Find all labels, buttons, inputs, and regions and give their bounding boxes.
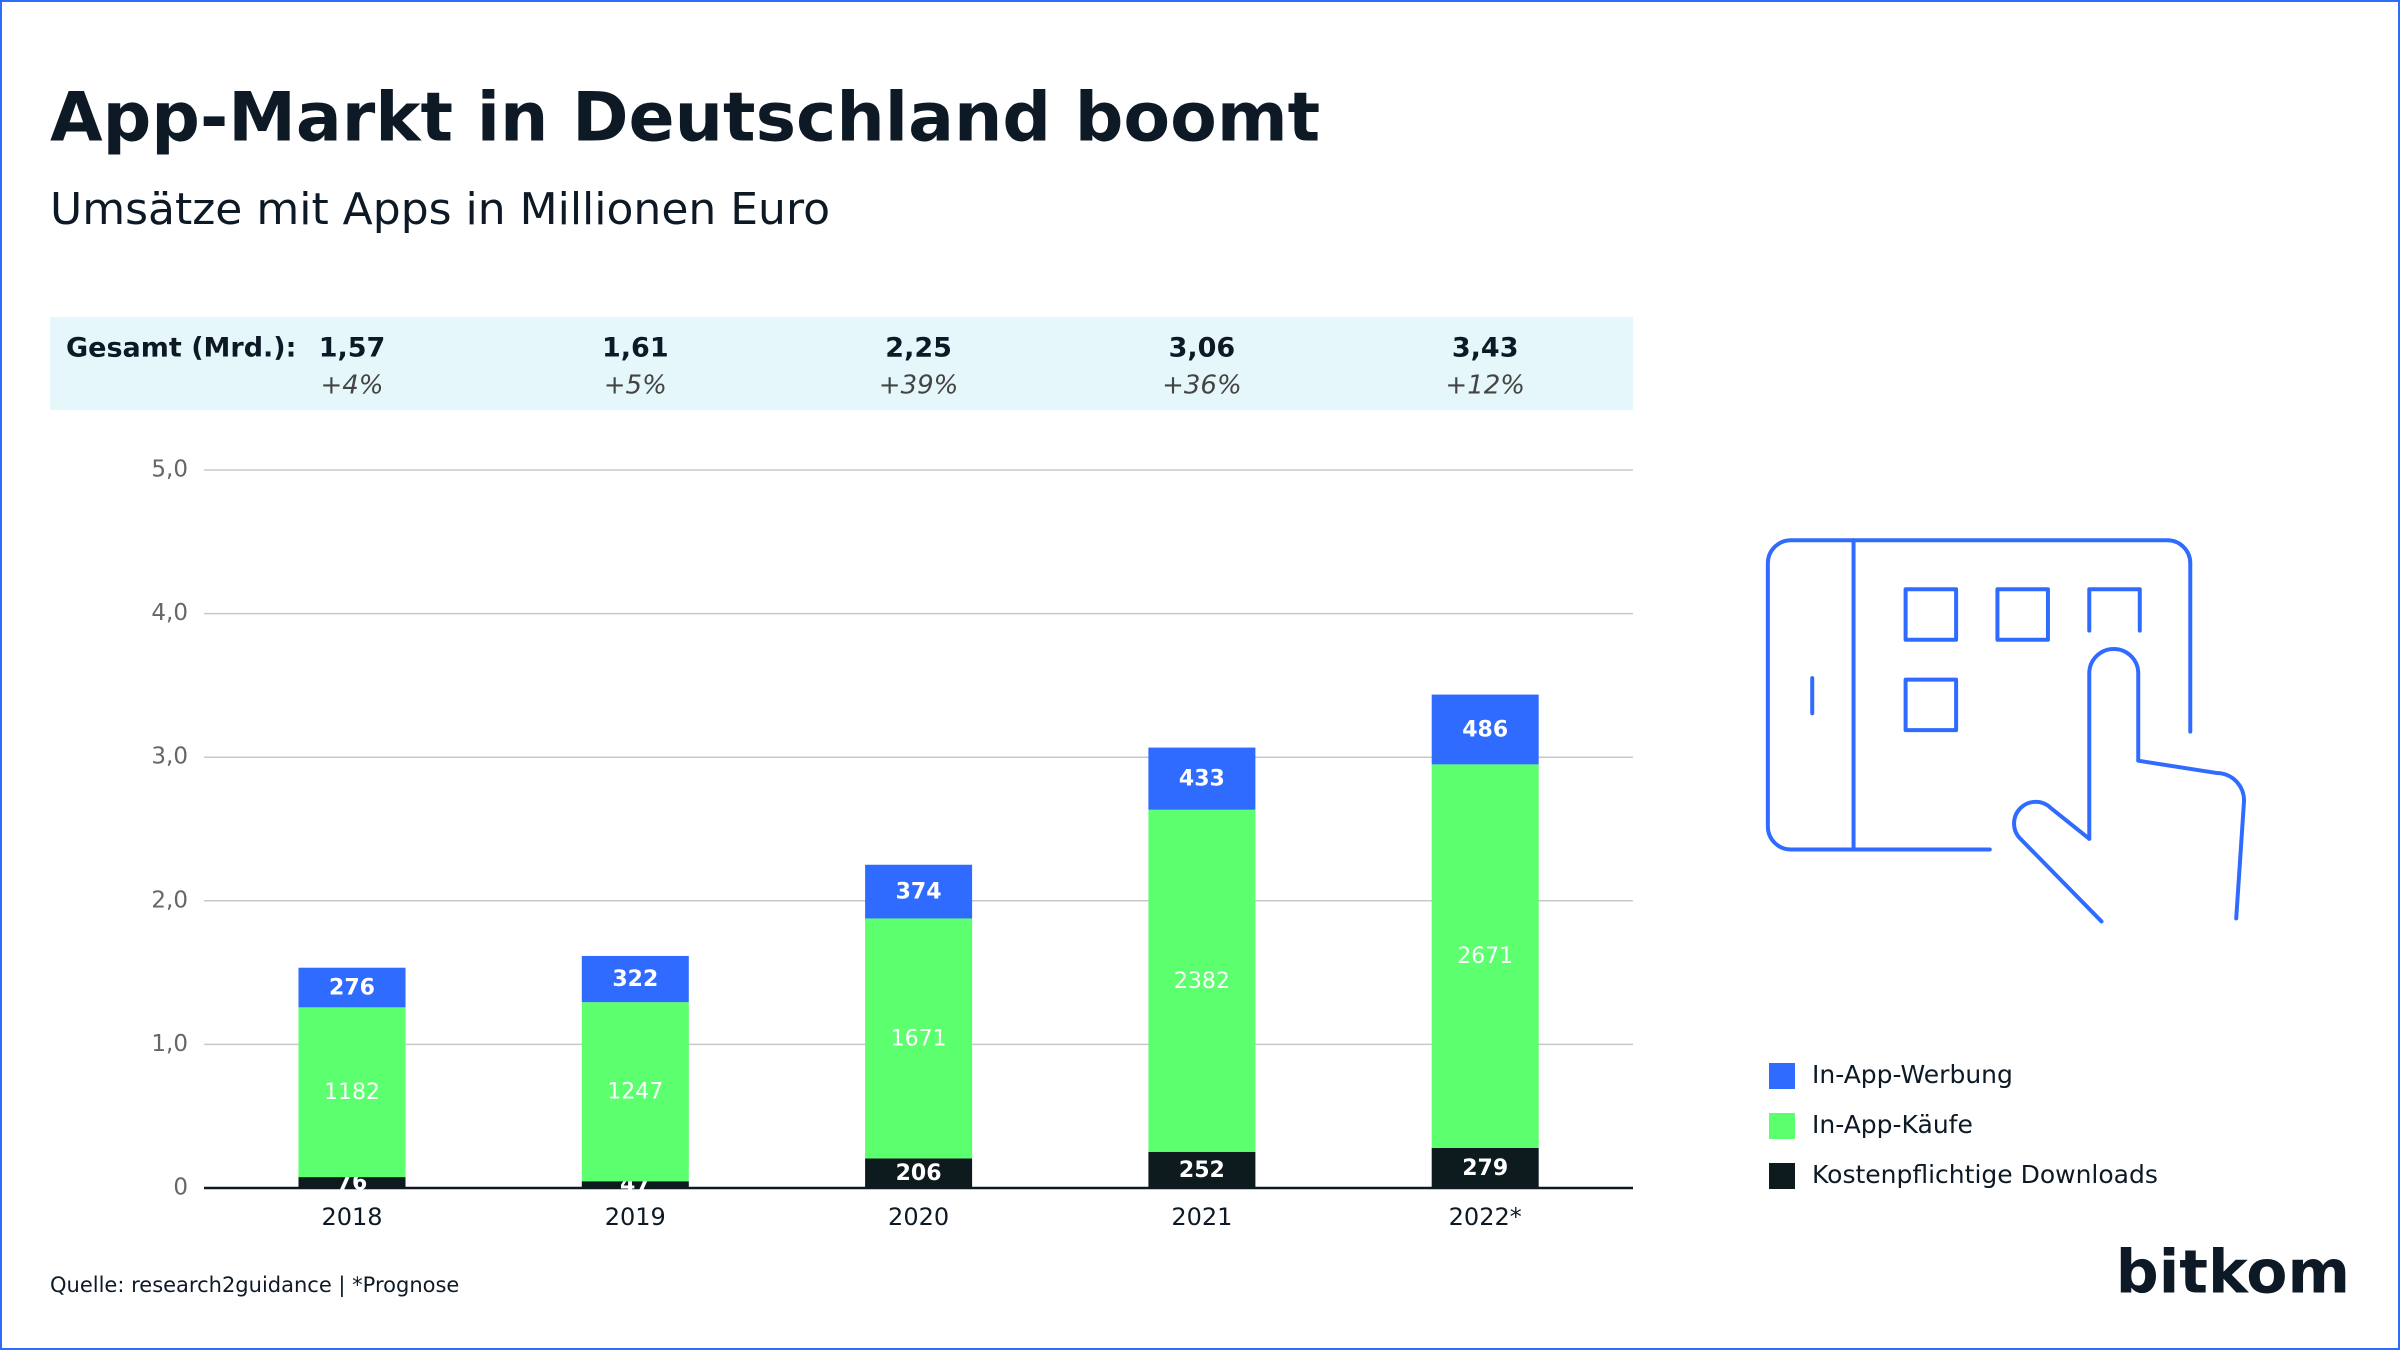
total-growth: +5% <box>604 371 667 401</box>
total-value: 2,25 <box>885 333 952 364</box>
bar-segment <box>865 864 973 919</box>
legend-label: In-App-Werbung <box>1812 1060 2013 1089</box>
bar-segment <box>1431 694 1539 765</box>
bar-segment <box>865 1158 973 1188</box>
total-growth: +39% <box>879 371 959 401</box>
total-value: 3,43 <box>1452 333 1519 364</box>
x-tick-label: 2021 <box>1171 1203 1232 1231</box>
value-label: 276 <box>329 976 375 1001</box>
logo: bitkom <box>2116 1238 2350 1308</box>
legend-swatch <box>1769 1113 1795 1139</box>
legend-label: Kostenpflichtige Downloads <box>1812 1160 2158 1189</box>
bar-segment <box>581 1002 689 1182</box>
bar-segment <box>865 918 973 1159</box>
chart-title: App-Markt in Deutschland boomt <box>50 79 1320 158</box>
total-growth: +12% <box>1445 371 1525 401</box>
legend-swatch <box>1769 1063 1795 1089</box>
bar-segment <box>298 967 406 1008</box>
x-tick-label: 2020 <box>888 1203 949 1231</box>
y-tick-label: 5,0 <box>151 457 188 483</box>
bar-segment <box>581 955 689 1003</box>
value-label: 279 <box>1462 1156 1508 1181</box>
value-label: 374 <box>896 880 942 905</box>
total-value: 1,57 <box>319 333 386 364</box>
total-value: 1,61 <box>602 333 669 364</box>
x-tick-label: 2018 <box>321 1203 382 1231</box>
value-label: 1247 <box>607 1080 663 1105</box>
bar-segment <box>1431 1147 1539 1188</box>
y-tick-label: 1,0 <box>151 1031 188 1057</box>
value-label: 1671 <box>891 1026 947 1051</box>
y-tick-label: 2,0 <box>151 887 188 913</box>
x-tick-label: 2019 <box>605 1203 666 1231</box>
y-tick-label: 0 <box>173 1175 188 1201</box>
total-growth: +36% <box>1162 371 1242 401</box>
value-label: 252 <box>1179 1158 1225 1183</box>
tablet-icon <box>1765 538 2246 924</box>
value-label: 433 <box>1179 767 1225 792</box>
value-label: 2382 <box>1174 969 1230 994</box>
total-value: 3,06 <box>1169 333 1236 364</box>
bar-segment <box>581 1181 689 1188</box>
bar-segment <box>298 1007 406 1178</box>
totals-band <box>50 317 1633 410</box>
value-label: 486 <box>1462 717 1508 742</box>
total-growth: +4% <box>320 371 383 401</box>
bar-segment <box>1148 809 1256 1152</box>
totals-label: Gesamt (Mrd.): <box>66 333 296 364</box>
bar-segment <box>1148 1151 1256 1188</box>
y-tick-label: 4,0 <box>151 600 188 626</box>
source: Quelle: research2guidance | *Prognose <box>50 1273 459 1298</box>
bar-segment <box>1148 747 1256 810</box>
value-label: 322 <box>612 967 658 992</box>
legend-label: In-App-Käufe <box>1812 1110 1973 1139</box>
chart-subtitle: Umsätze mit Apps in Millionen Euro <box>50 184 830 235</box>
legend-swatch <box>1769 1163 1795 1189</box>
bar-segment <box>298 1177 406 1188</box>
x-tick-label: 2022* <box>1449 1203 1522 1231</box>
value-label: 206 <box>896 1161 942 1186</box>
value-label: 1182 <box>324 1080 380 1105</box>
value-label: 2671 <box>1457 944 1513 969</box>
bar-segment <box>1431 764 1539 1148</box>
y-tick-label: 3,0 <box>151 744 188 770</box>
